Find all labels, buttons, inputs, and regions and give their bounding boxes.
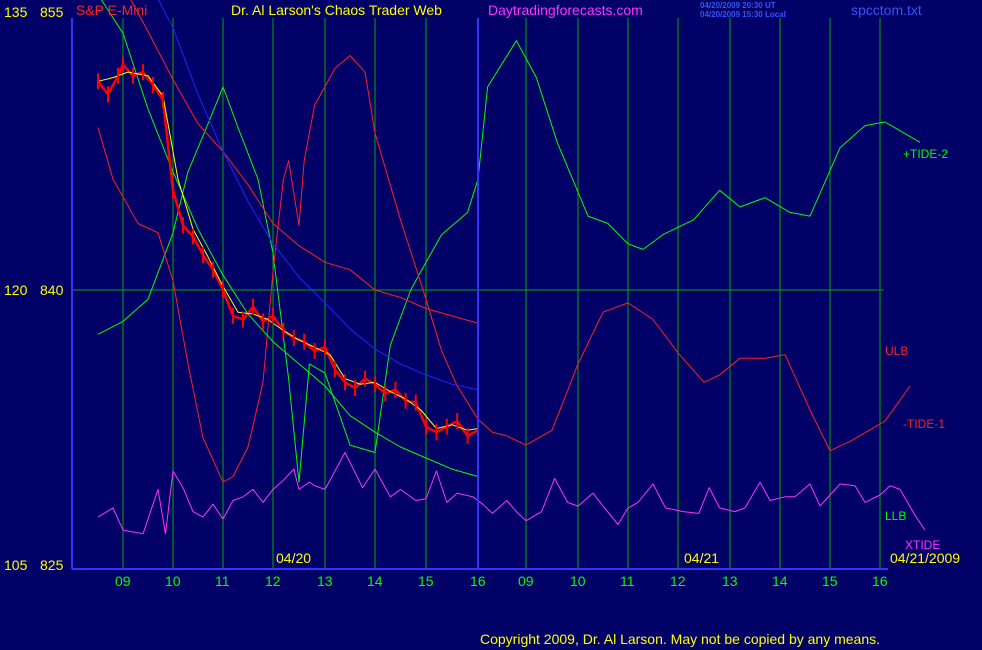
x-tick-label: 14 — [367, 573, 383, 589]
y-tick-right-bottom: 825 — [40, 557, 64, 573]
series-average — [97, 71, 479, 431]
date-label-full: 04/21/2009 — [890, 550, 961, 566]
series-label-tide2: +TIDE-2 — [903, 147, 949, 161]
x-tick-label: 13 — [722, 573, 738, 589]
y-tick-right-mid: 840 — [40, 282, 64, 298]
x-tick-label: 09 — [518, 573, 534, 589]
x-tick-label: 16 — [470, 573, 486, 589]
x-tick-label: 15 — [418, 573, 434, 589]
series-llb — [100, 0, 479, 477]
series-label-ulb: ULB — [885, 344, 909, 358]
series-lines — [97, 0, 926, 535]
filename: spcctom.txt — [851, 2, 922, 18]
axes — [71, 18, 888, 570]
copyright: Copyright 2009, Dr. Al Larson. May not b… — [480, 631, 881, 647]
x-tick-label: 14 — [772, 573, 788, 589]
x-tick-label: 10 — [165, 573, 181, 589]
series-label-xtide: XTIDE — [905, 538, 941, 552]
x-tick-label: 12 — [265, 573, 281, 589]
x-tick-label: 11 — [620, 573, 635, 589]
series-ulb — [130, 0, 479, 324]
x-tick-label: 10 — [570, 573, 586, 589]
chart-title: Dr. Al Larson's Chaos Trader Web — [231, 2, 442, 18]
x-tick-label: 09 — [115, 573, 131, 589]
series-mavg — [157, 0, 479, 391]
x-tick-label: 12 — [670, 573, 686, 589]
timestamp-ut: 04/20/2009 20:30 UT — [700, 1, 776, 10]
x-tick-label: 13 — [317, 573, 333, 589]
x-tick-label: 11 — [215, 573, 230, 589]
symbol-title: S&P E-Mini — [76, 2, 148, 18]
website-link[interactable]: Daytradingforecasts.com — [488, 2, 643, 18]
x-tick-label: 15 — [822, 573, 838, 589]
series-label-llb: LLB — [885, 509, 907, 523]
date-label-0421: 04/21 — [684, 550, 720, 566]
y-tick-right-top: 855 — [40, 4, 64, 20]
series-label-tide1: -TIDE-1 — [903, 417, 945, 431]
y-tick-left-mid: 120 — [4, 282, 28, 298]
timestamp-local: 04/20/2009 15:30 Local — [700, 10, 786, 19]
x-tick-label: 16 — [872, 573, 888, 589]
series-tide2 — [97, 40, 921, 483]
y-tick-left-top: 135 — [4, 4, 28, 20]
series-tide1 — [97, 55, 911, 483]
date-label-0420: 04/20 — [276, 550, 312, 566]
series-xtide — [97, 452, 926, 535]
y-tick-left-bottom: 105 — [4, 557, 28, 573]
